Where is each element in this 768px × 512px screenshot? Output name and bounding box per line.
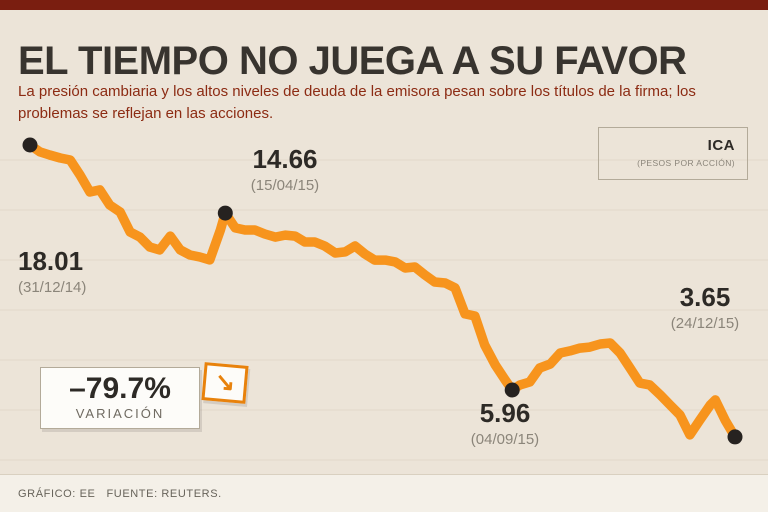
credit-line: GRÁFICO: EE FUENTE: REUTERS. xyxy=(0,474,768,512)
keypoint-label-low: 5.96 (04/09/15) xyxy=(445,398,565,449)
data-point-marker xyxy=(22,137,38,153)
page-subtitle: La presión cambiaria y los altos niveles… xyxy=(18,83,696,122)
keypoint-value: 5.96 xyxy=(479,398,531,428)
data-point-marker xyxy=(727,429,743,445)
price-line xyxy=(25,140,740,442)
keypoint-value: 3.65 xyxy=(679,282,731,312)
data-point-marker xyxy=(504,382,520,398)
data-point-marker xyxy=(217,205,233,221)
keypoint-date: (24/12/15) xyxy=(670,315,740,333)
keypoint-value: 14.66 xyxy=(252,144,318,174)
ticker-label: ICA xyxy=(707,137,735,154)
down-trend-arrow-icon: ↘ xyxy=(201,362,249,404)
keypoint-value: 18.01 xyxy=(18,246,84,276)
keypoint-label-peak: 14.66 (15/04/15) xyxy=(225,144,345,195)
keypoint-date: (04/09/15) xyxy=(470,431,540,449)
keypoint-date: (15/04/15) xyxy=(250,177,320,195)
ticker-unit-label: (PESOS POR ACCIÓN) xyxy=(637,158,735,168)
variation-label: VARIACIÓN xyxy=(75,406,165,421)
top-accent-bar xyxy=(0,0,768,10)
keypoint-label-start: 18.01 (31/12/14) xyxy=(18,246,87,297)
keypoint-date: (31/12/14) xyxy=(18,279,87,297)
variation-value: –79.7% xyxy=(69,372,171,405)
variation-box: –79.7% VARIACIÓN xyxy=(40,367,200,429)
page-title: EL TIEMPO NO JUEGA A SU FAVOR xyxy=(18,38,687,83)
keypoint-label-end: 3.65 (24/12/15) xyxy=(645,282,765,333)
ticker-badge: ICA (PESOS POR ACCIÓN) xyxy=(598,127,748,180)
